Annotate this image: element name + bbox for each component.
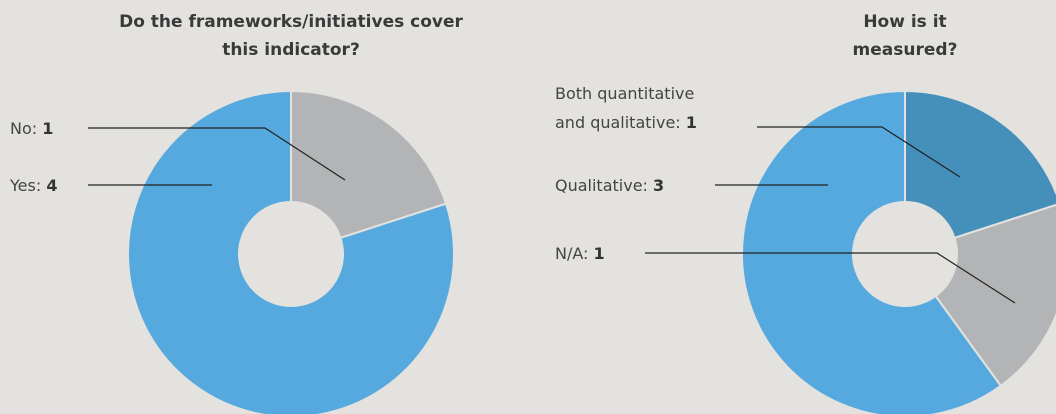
leader-line bbox=[88, 127, 346, 181]
chart-title: Do the frameworks/initiatives cover this… bbox=[119, 12, 463, 60]
value-label: 4 bbox=[46, 176, 58, 195]
leader-line bbox=[757, 126, 961, 178]
leader-line bbox=[645, 252, 1016, 304]
category-label: Qualitative: bbox=[555, 176, 648, 195]
category-label: No: bbox=[10, 119, 38, 138]
slice-label: No: 1 bbox=[10, 114, 53, 143]
slice-label: Qualitative: 3 bbox=[555, 171, 664, 200]
pie-slice bbox=[127, 89, 455, 414]
pie-slice bbox=[290, 89, 448, 240]
value-label: 1 bbox=[42, 119, 54, 138]
category-label: N/A: bbox=[555, 244, 589, 263]
slice-label: Both quantitative and qualitative: 1 bbox=[555, 79, 725, 137]
category-label: Both quantitative and qualitative: bbox=[555, 84, 695, 132]
value-label: 3 bbox=[653, 176, 665, 195]
slice-label: Yes: 4 bbox=[10, 171, 57, 200]
pie-slice bbox=[904, 89, 1056, 240]
value-label: 1 bbox=[685, 113, 697, 132]
value-label: 1 bbox=[593, 244, 605, 263]
category-label: Yes: bbox=[10, 176, 42, 195]
chart-title: How is it measured? bbox=[852, 12, 958, 60]
pie-slice bbox=[934, 203, 1056, 388]
slice-label: N/A: 1 bbox=[555, 239, 605, 268]
